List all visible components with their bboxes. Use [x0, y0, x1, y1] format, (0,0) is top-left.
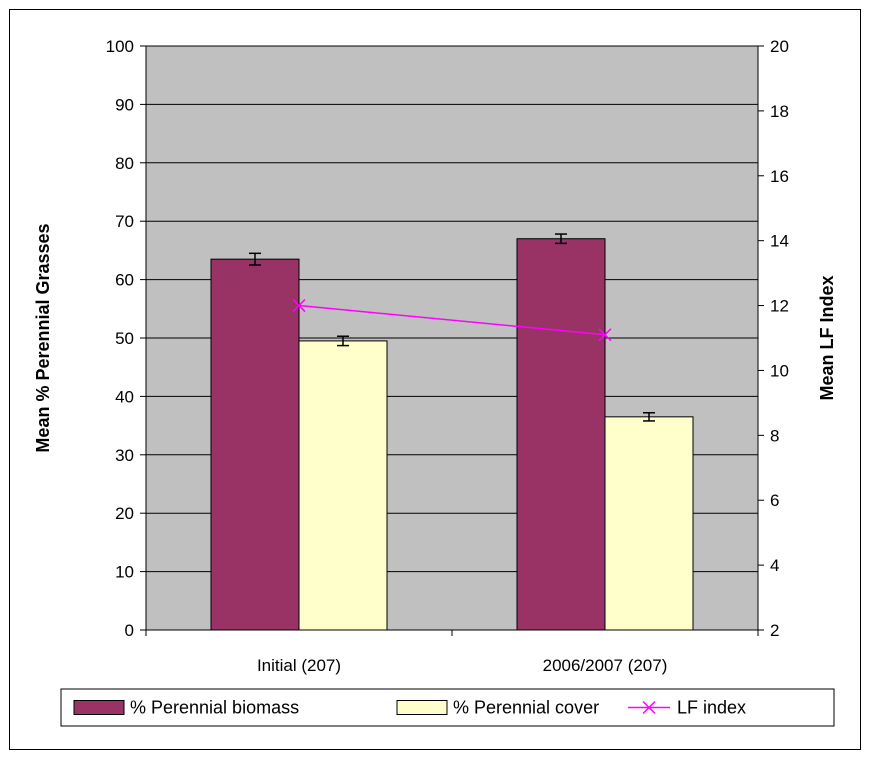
left-tick-labels: 0 10 20 30 40 50 60 70 80 90 100 — [106, 37, 134, 640]
left-tick-label: 20 — [115, 504, 134, 523]
right-tick-label: 12 — [770, 297, 789, 316]
left-tick-label: 0 — [125, 621, 134, 640]
left-tick-label: 80 — [115, 154, 134, 173]
left-tick-label: 30 — [115, 446, 134, 465]
right-tick-label: 16 — [770, 167, 789, 186]
right-tick-label: 18 — [770, 102, 789, 121]
bars — [210, 238, 694, 631]
y-axis-title-right: Mean LF Index — [817, 275, 837, 400]
error-bars — [249, 233, 655, 422]
x-tick-labels: Initial (207) 2006/2007 (207) — [257, 656, 667, 675]
legend-label: LF index — [677, 698, 746, 718]
x-tick-label: 2006/2007 (207) — [543, 656, 668, 675]
right-tick-label: 6 — [770, 491, 779, 510]
legend-swatch-marker — [642, 700, 656, 715]
y-axis-title-left: Mean % Perennial Grasses — [33, 223, 53, 452]
bar — [298, 340, 388, 631]
legend-swatch — [73, 700, 125, 715]
left-tick-label: 60 — [115, 271, 134, 290]
legend: % Perennial biomass % Perennial cover LF i… — [60, 688, 835, 727]
bar — [604, 416, 694, 631]
lf-index-point — [292, 299, 306, 313]
right-tick-label: 10 — [770, 361, 789, 380]
lf-index-line — [292, 299, 612, 342]
left-tick-label: 40 — [115, 387, 134, 406]
right-tick-label: 4 — [770, 556, 779, 575]
legend-label: % Perennial cover — [453, 698, 599, 718]
left-tick-label: 50 — [115, 329, 134, 348]
left-tick-label: 10 — [115, 563, 134, 582]
right-tick-label: 8 — [770, 426, 779, 445]
right-tick-label: 20 — [770, 37, 789, 56]
right-tick-label: 14 — [770, 232, 789, 251]
bar — [516, 238, 606, 631]
legend-label: % Perennial biomass — [130, 698, 299, 718]
bar — [210, 258, 300, 631]
legend-swatch — [396, 700, 448, 715]
left-tick-label: 100 — [106, 37, 134, 56]
right-tick-label: 2 — [770, 621, 779, 640]
left-tick-label: 90 — [115, 95, 134, 114]
left-tick-label: 70 — [115, 212, 134, 231]
lf-index-series-line — [298, 304, 606, 336]
lf-index-point — [598, 328, 612, 342]
right-tick-labels: 2 4 6 8 10 12 14 16 18 20 — [770, 37, 789, 640]
x-tick-label: Initial (207) — [257, 656, 341, 675]
axes — [140, 45, 764, 636]
